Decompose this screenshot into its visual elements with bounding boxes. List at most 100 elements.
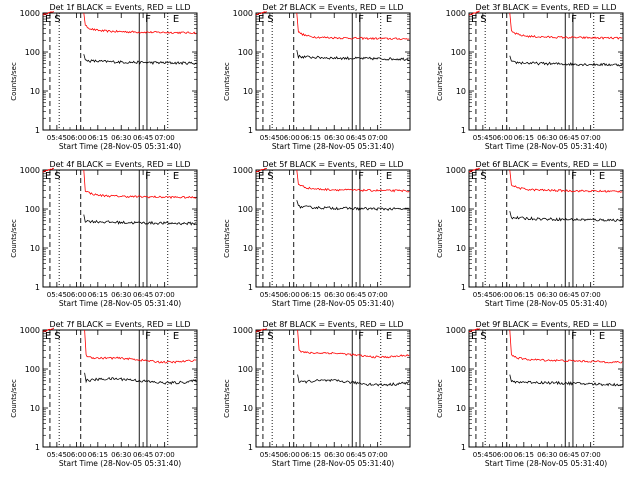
plot-frame — [255, 169, 411, 288]
events-series-line — [296, 200, 410, 211]
x-tick-label: 06:15 — [301, 134, 321, 142]
time-marker-label: S — [54, 171, 60, 182]
x-tick-label: 06:45 — [346, 291, 366, 299]
x-tick-label: 06:30 — [537, 291, 557, 299]
y-tick-label: 10 — [30, 87, 40, 96]
panel-title: Det 2f BLACK = Events, RED = LLD — [262, 3, 403, 12]
time-marker-label: F — [358, 331, 364, 342]
y-tick-label: 1000 — [446, 326, 466, 335]
events-series-line — [83, 54, 197, 66]
x-tick-label: 06:30 — [111, 451, 131, 459]
x-tick-label: 06:00 — [492, 291, 512, 299]
lld-series-line — [42, 167, 54, 173]
y-tick-label: 10 — [456, 244, 466, 253]
time-marker-label: S — [480, 331, 486, 342]
x-axis-label: Start Time (28-Nov-05 05:31:40) — [485, 459, 607, 468]
events-series-line — [509, 374, 623, 387]
time-marker-label: F — [571, 14, 577, 25]
y-tick-label: 1 — [461, 283, 466, 292]
x-tick-label: 06:45 — [346, 134, 366, 142]
lld-series-line — [255, 11, 267, 16]
lld-series-line — [42, 11, 54, 16]
panel-title: Det 8f BLACK = Events, RED = LLD — [262, 320, 403, 329]
x-tick-label: 06:15 — [514, 291, 534, 299]
x-tick-label: 05:45 — [260, 291, 280, 299]
x-axis-label: Start Time (28-Nov-05 05:31:40) — [485, 299, 607, 308]
x-tick-label: 06:15 — [88, 291, 108, 299]
time-marker-label: E — [45, 171, 51, 182]
panel-6: Det 6f BLACK = Events, RED = LLD 1 10 100 10… — [436, 160, 624, 308]
panel-3: Det 3f BLACK = Events, RED = LLD 1 10 100 10… — [436, 3, 624, 151]
x-tick-label: 07:00 — [581, 451, 601, 459]
y-axis-label: Counts/sec — [436, 379, 444, 418]
x-tick-label: 06:00 — [492, 134, 512, 142]
time-marker-label: E — [258, 171, 264, 182]
y-tick-label: 1 — [461, 126, 466, 135]
x-tick-label: 06:45 — [559, 291, 579, 299]
time-marker-label: F — [145, 14, 151, 25]
time-marker-label: S — [267, 171, 273, 182]
time-marker-label: E — [173, 171, 179, 182]
time-marker-label: F — [571, 331, 577, 342]
x-tick-label: 06:45 — [133, 291, 153, 299]
x-tick-label: 06:45 — [133, 451, 153, 459]
x-tick-label: 06:15 — [514, 134, 534, 142]
y-tick-label: 1000 — [446, 166, 466, 175]
plot-frame — [42, 12, 198, 131]
plot-frame — [255, 12, 411, 131]
panel-1: Det 1f BLACK = Events, RED = LLD 1 10 100 10… — [10, 3, 198, 151]
lld-series-line — [42, 327, 55, 333]
y-tick-label: 1000 — [20, 9, 40, 18]
y-axis-label: Counts/sec — [223, 62, 231, 101]
panel-title: Det 9f BLACK = Events, RED = LLD — [475, 320, 616, 329]
y-tick-label: 1 — [248, 443, 253, 452]
x-tick-label: 06:15 — [301, 451, 321, 459]
events-series-line — [84, 372, 197, 385]
time-marker-label: F — [358, 14, 364, 25]
x-tick-label: 07:00 — [581, 134, 601, 142]
panel-7: Det 7f BLACK = Events, RED = LLD 1 10 100 10… — [10, 320, 198, 468]
x-tick-label: 06:00 — [492, 451, 512, 459]
time-marker-label: F — [145, 171, 151, 182]
x-tick-label: 06:00 — [66, 451, 86, 459]
x-tick-label: 05:45 — [260, 451, 280, 459]
x-tick-label: 07:00 — [368, 291, 388, 299]
time-marker-label: E — [386, 14, 392, 25]
x-tick-label: 06:45 — [346, 451, 366, 459]
x-tick-label: 06:45 — [559, 451, 579, 459]
x-tick-label: 05:45 — [47, 291, 67, 299]
panel-title: Det 6f BLACK = Events, RED = LLD — [475, 160, 616, 169]
x-tick-label: 06:00 — [66, 291, 86, 299]
plot-frame — [255, 329, 411, 448]
x-tick-label: 06:30 — [111, 134, 131, 142]
x-tick-label: 06:45 — [133, 134, 153, 142]
y-axis-label: Counts/sec — [436, 62, 444, 101]
x-tick-label: 05:45 — [473, 134, 493, 142]
time-marker-label: S — [54, 331, 60, 342]
y-tick-label: 1000 — [233, 326, 253, 335]
y-tick-label: 1 — [461, 443, 466, 452]
x-tick-label: 06:30 — [111, 291, 131, 299]
y-tick-label: 100 — [25, 48, 40, 57]
x-tick-label: 07:00 — [155, 134, 175, 142]
y-tick-label: 1000 — [20, 166, 40, 175]
events-series-line — [296, 50, 410, 61]
x-axis-label: Start Time (28-Nov-05 05:31:40) — [59, 142, 181, 151]
lld-series-line — [509, 329, 623, 364]
plot-frame — [468, 12, 624, 131]
x-axis-label: Start Time (28-Nov-05 05:31:40) — [59, 299, 181, 308]
lld-series-line — [297, 329, 410, 359]
time-marker-label: E — [471, 171, 477, 182]
lld-series-line — [296, 12, 410, 41]
x-tick-label: 06:30 — [537, 451, 557, 459]
lld-series-line — [83, 169, 197, 199]
x-tick-label: 05:45 — [47, 134, 67, 142]
time-marker-label: F — [145, 331, 151, 342]
panel-5: Det 5f BLACK = Events, RED = LLD 1 10 100 10… — [223, 160, 411, 308]
x-tick-label: 06:15 — [514, 451, 534, 459]
y-tick-label: 10 — [30, 244, 40, 253]
y-tick-label: 1000 — [446, 9, 466, 18]
lld-series-line — [84, 329, 197, 364]
x-tick-label: 06:00 — [279, 291, 299, 299]
